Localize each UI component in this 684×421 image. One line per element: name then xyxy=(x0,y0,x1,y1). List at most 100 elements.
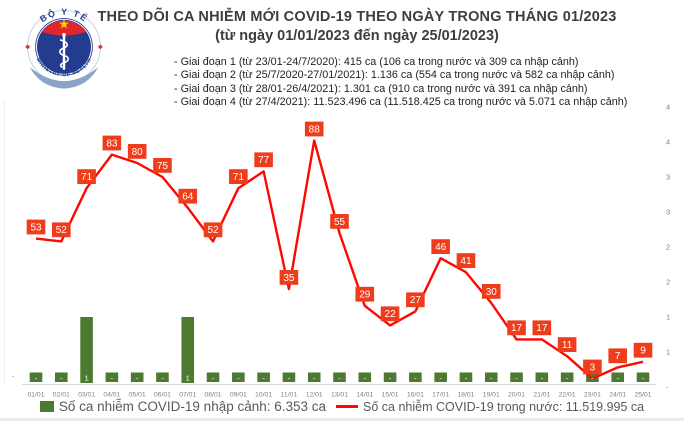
point-label: 17 xyxy=(536,323,548,334)
point-label-box xyxy=(304,121,324,137)
x-axis-tick: 24/01 xyxy=(609,392,626,399)
phase-line-4: - Giai đoạn 4 (từ 27/4/2021): 11.523.496… xyxy=(174,96,628,109)
point-label: 17 xyxy=(511,323,523,334)
bar-imported-zero xyxy=(560,372,574,382)
x-axis-tick: 03/01 xyxy=(78,392,95,399)
x-axis-tick: 02/01 xyxy=(53,392,70,399)
bar-imported-zero xyxy=(636,372,650,382)
point-label-box xyxy=(532,320,552,336)
bar-label: - xyxy=(439,374,442,383)
bar-label: - xyxy=(515,374,518,383)
point-label: 55 xyxy=(334,217,346,228)
point-label: 77 xyxy=(258,155,270,166)
x-axis-tick: 07/01 xyxy=(179,392,196,399)
phase-line-1: - Giai đoạn 1 (từ 23/01-24/7/2020): 415 … xyxy=(174,56,579,68)
bar-imported-zero xyxy=(206,372,220,382)
bar-imported-zero xyxy=(459,372,473,382)
point-label: 71 xyxy=(81,172,93,183)
logo-red-band xyxy=(41,20,87,36)
bar-label: - xyxy=(288,374,291,383)
right-axis-tick: 4 xyxy=(666,138,670,147)
point-label: 30 xyxy=(486,287,498,298)
x-axis-tick: 17/01 xyxy=(432,392,449,399)
x-axis-tick: 05/01 xyxy=(129,392,146,399)
point-label-box xyxy=(77,169,96,184)
bar-imported-zero xyxy=(333,372,346,382)
x-axis-tick: 09/01 xyxy=(230,392,247,399)
point-label-box xyxy=(153,158,172,173)
point-label: 52 xyxy=(56,225,68,236)
point-label: 80 xyxy=(132,147,144,158)
phase-line-3: - Giai đoạn 3 (từ 28/01-26/4/2021): 1.30… xyxy=(174,82,588,95)
right-axis-tick: 3 xyxy=(666,208,670,217)
x-axis-tick: 19/01 xyxy=(483,392,500,399)
point-label: 9 xyxy=(640,346,646,357)
bar-label: - xyxy=(389,374,392,383)
bar-label: - xyxy=(465,374,468,383)
x-axis-tick: 08/01 xyxy=(205,392,222,399)
bar-imported-zero xyxy=(510,372,523,382)
legend-label-imported: Số ca nhiễm COVID-19 nhập cảnh: 6.353 ca xyxy=(58,399,327,414)
x-axis-tick: 06/01 xyxy=(154,392,171,399)
x-axis-tick: 12/01 xyxy=(306,392,323,399)
bar-imported-zero xyxy=(611,372,625,382)
right-axis-tick: 1 xyxy=(666,313,670,322)
bar-label: - xyxy=(642,374,645,383)
point-label-box xyxy=(51,222,71,238)
x-axis-tick: 01/01 xyxy=(27,392,44,399)
point-label-box xyxy=(456,253,476,268)
point-label-box xyxy=(26,219,46,235)
bar-label: - xyxy=(262,374,265,383)
bar-label: - xyxy=(490,374,493,383)
x-axis-tick: 13/01 xyxy=(331,392,348,399)
bar-imported-zero xyxy=(358,372,372,382)
bar-label: - xyxy=(591,374,594,383)
bar-label: - xyxy=(35,374,38,383)
right-axis-tick: 2 xyxy=(666,243,670,252)
bar-imported-zero xyxy=(409,372,422,382)
point-label: 71 xyxy=(233,172,245,183)
bar-imported-zero xyxy=(282,372,296,382)
point-label: 53 xyxy=(30,222,42,233)
bar-label: 1 xyxy=(84,374,88,383)
bar-label: - xyxy=(161,374,164,383)
legend-swatch-imported xyxy=(39,401,54,412)
point-label-box xyxy=(481,284,501,299)
point-label-box xyxy=(254,152,273,168)
point-label: 64 xyxy=(182,192,194,203)
point-label: 11 xyxy=(562,340,573,351)
point-label: 27 xyxy=(410,295,422,306)
point-label-box xyxy=(178,188,198,204)
point-label-box xyxy=(583,359,602,375)
x-axis-tick: 18/01 xyxy=(457,392,474,399)
bar-label: - xyxy=(364,374,367,383)
point-label-box xyxy=(127,144,147,159)
phase-line-2: - Giai đoạn 2 (từ 25/7/2020-27/01/2021):… xyxy=(174,69,615,82)
legend-swatch-domestic xyxy=(336,405,359,408)
point-label-box xyxy=(279,270,299,285)
bar-label: - xyxy=(60,374,63,383)
bar-label: - xyxy=(566,374,569,383)
bar-label: - xyxy=(313,374,316,383)
right-axis-tick: 4 xyxy=(666,103,670,112)
point-label: 22 xyxy=(385,309,397,320)
phase-summary: - Giai đoạn 1 (từ 23/01-24/7/2020): 415 … xyxy=(174,56,627,110)
x-axis-tick: 21/01 xyxy=(533,392,550,399)
x-axis-tick: 10/01 xyxy=(255,392,272,399)
point-label: 35 xyxy=(283,273,295,284)
point-label-box xyxy=(355,286,375,302)
point-label-box xyxy=(330,214,349,229)
bar-label: - xyxy=(616,374,619,383)
point-label: 83 xyxy=(106,138,118,149)
page-subtitle: (từ ngày 01/01/2023 đến ngày 25/01/2023) xyxy=(215,28,499,44)
x-axis-tick: 22/01 xyxy=(559,392,576,399)
x-axis-tick: 16/01 xyxy=(407,392,424,399)
point-label-box xyxy=(431,239,450,254)
chart-legend: Số ca nhiễm COVID-19 nhập cảnh: 6.353 ca… xyxy=(0,399,684,414)
bar-label: - xyxy=(414,374,417,383)
bar-label: - xyxy=(541,374,544,383)
legend-item-domestic: Số ca nhiễm COVID-19 trong nước: 11.519.… xyxy=(336,400,644,414)
bar-label: - xyxy=(111,374,114,383)
x-axis-tick: 11/01 xyxy=(281,392,298,399)
